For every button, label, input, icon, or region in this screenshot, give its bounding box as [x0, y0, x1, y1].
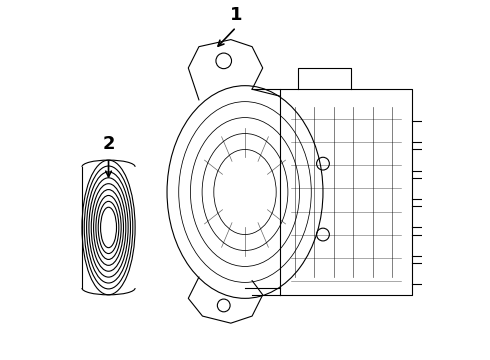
Text: 2: 2: [102, 135, 115, 153]
Text: 1: 1: [230, 6, 243, 24]
